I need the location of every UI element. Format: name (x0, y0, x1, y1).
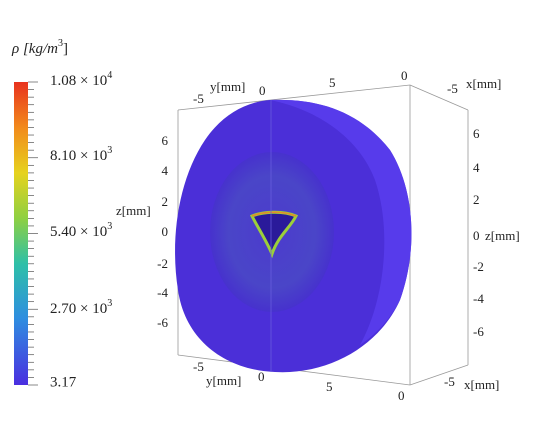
tick-label: -5 (444, 374, 455, 389)
text: 4 (107, 70, 112, 81)
axis-title: z[mm] (116, 203, 151, 218)
colorbar-label: 3.17 (50, 374, 77, 390)
axis-title: z[mm] (485, 228, 520, 243)
colorbar-label: 8.10 × 103 (50, 145, 112, 164)
colorbar-label: 1.08 × 104 (50, 70, 112, 89)
colorbar-ticks (28, 81, 38, 386)
tick-label: 4 (473, 160, 480, 175)
colorbar-label: 5.40 × 103 (50, 221, 112, 240)
text: 3 (58, 38, 63, 49)
text: 3 (107, 298, 112, 309)
tick-label: 0 (259, 83, 266, 98)
tick-label: -2 (157, 256, 168, 271)
text: 8.10 × 10 (50, 148, 107, 164)
axis-title: y[mm] (206, 373, 241, 388)
text: 5.40 × 10 (50, 224, 107, 240)
colorbar-title: ρ [kg/m3] (11, 38, 68, 57)
axis-title: x[mm] (466, 76, 501, 91)
tick-label: -5 (193, 91, 204, 106)
tick-label: 0 (258, 369, 265, 384)
tick-label: 5 (326, 379, 333, 394)
tick-label: 6 (162, 133, 169, 148)
tick-label: 2 (162, 194, 169, 209)
colorbar-gradient (14, 82, 28, 385)
tick-label: -5 (447, 81, 458, 96)
tick-label: 2 (473, 192, 480, 207)
tick-label: 6 (473, 126, 480, 141)
tick-label: 0 (162, 224, 169, 239)
tick-label: -4 (473, 291, 484, 306)
axis-title: x[mm] (464, 377, 499, 392)
tick-label: -6 (157, 315, 168, 330)
tick-label: 0 (398, 388, 405, 403)
tick-label: -5 (193, 359, 204, 374)
colorbar: ρ [kg/m3] 1.08 × 104 8.10 × 103 5.40 × 1… (11, 38, 112, 390)
tick-label: 4 (162, 163, 169, 178)
text: ρ (11, 41, 19, 57)
tick-label: 5 (329, 75, 336, 90)
density-body (175, 99, 412, 373)
tick-label: -2 (473, 259, 484, 274)
text: ] (63, 41, 68, 57)
tick-label: 0 (473, 228, 480, 243)
text: [kg/m (23, 41, 58, 57)
text: 3 (107, 145, 112, 156)
text: 3 (107, 221, 112, 232)
text: 1.08 × 10 (50, 73, 107, 89)
axis-title: y[mm] (210, 79, 245, 94)
text: 2.70 × 10 (50, 301, 107, 317)
colorbar-label: 2.70 × 103 (50, 298, 112, 317)
axis-labels: y[mm] -5 0 5 0 -5 x[mm] z[mm] 6 4 2 0 -2… (116, 68, 520, 403)
tick-label: 0 (401, 68, 408, 83)
tick-label: -4 (157, 285, 168, 300)
tick-label: -6 (473, 324, 484, 339)
